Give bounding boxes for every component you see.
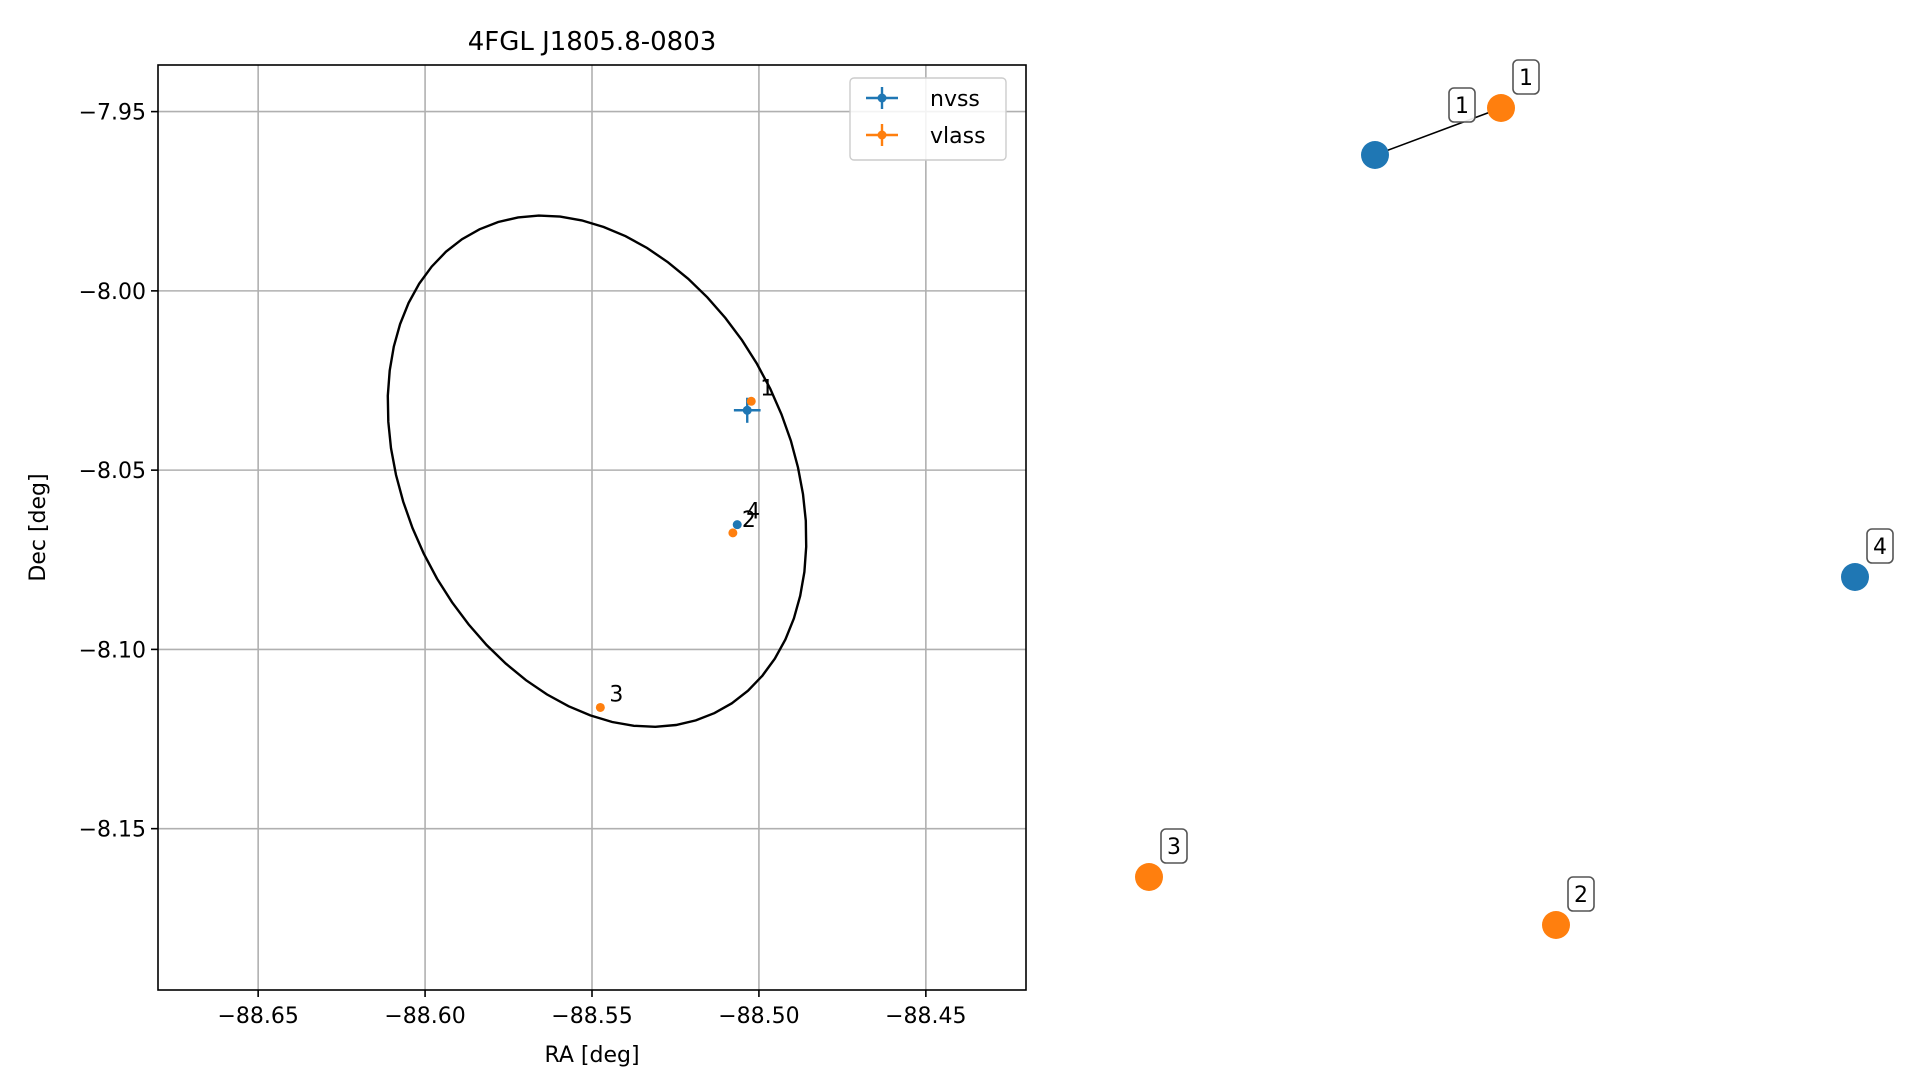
sky-plot-panel: 4 1 2 3 −88.65 −88.60 −88.55 −88.50 −88.45 −7.9… — [26, 27, 1027, 1068]
y-axis-label: Dec [deg] — [26, 473, 51, 581]
legend-entry-vlass: vlass — [930, 124, 986, 149]
localization-ellipse — [386, 214, 808, 729]
x-tick-label: −88.50 — [718, 1004, 799, 1029]
legend: nvss vlass — [849, 77, 1007, 161]
chart-title: 4FGL J1805.8-0803 — [468, 27, 717, 57]
x-tick-label: −88.55 — [551, 1004, 632, 1029]
source-markers — [595, 396, 761, 712]
nvss-point — [732, 520, 742, 530]
match-diagram-panel: 1 4 3 2 1 — [1135, 59, 1894, 939]
match-edge — [1374, 107, 1502, 156]
y-tick-label: −8.15 — [79, 818, 146, 843]
nvss-point — [742, 405, 752, 415]
x-tick-label: −88.60 — [384, 1004, 465, 1029]
match-node-nvss — [1841, 563, 1869, 591]
match-node-vlass — [1487, 94, 1515, 122]
x-tick-label: −88.65 — [217, 1004, 298, 1029]
x-axis-label: RA [deg] — [544, 1043, 639, 1068]
y-tick-label: −8.10 — [79, 638, 146, 663]
x-axis-ticks: −88.65 −88.60 −88.55 −88.50 −88.45 — [217, 990, 967, 1029]
match-nodes — [1135, 94, 1869, 939]
match-edges — [1374, 107, 1502, 156]
point-label-1: 1 — [760, 376, 774, 401]
vlass-point — [728, 528, 738, 538]
match-node-nvss — [1361, 141, 1389, 169]
point-label-2: 2 — [742, 508, 756, 533]
point-label-3: 3 — [609, 682, 623, 707]
grid-lines — [158, 65, 1026, 990]
y-tick-label: −8.00 — [79, 280, 146, 305]
match-node-label-3: 3 — [1167, 835, 1181, 860]
y-axis-ticks: −7.95 −8.00 −8.05 −8.10 −8.15 — [79, 101, 158, 843]
point-label-4: 4 — [746, 500, 760, 525]
legend-entry-nvss: nvss — [930, 87, 980, 112]
match-node-vlass — [1135, 863, 1163, 891]
y-tick-label: −7.95 — [79, 101, 146, 126]
match-edge-label: 1 — [1455, 94, 1469, 119]
match-node-label-2: 2 — [1574, 883, 1588, 908]
match-node-label-box — [1160, 828, 1188, 864]
match-node-vlass — [1542, 911, 1570, 939]
match-node-label-box — [1567, 876, 1595, 912]
match-node-labels: 1 4 3 2 1 — [1160, 59, 1894, 912]
match-node-label-box — [1512, 59, 1540, 95]
match-node-label-box — [1866, 528, 1894, 564]
x-tick-label: −88.45 — [885, 1004, 966, 1029]
source-labels: 4 1 2 3 — [609, 376, 774, 707]
match-edge-label-box — [1448, 87, 1476, 123]
legend-marker-dot — [877, 130, 887, 140]
match-node-label-4: 4 — [1873, 535, 1887, 560]
legend-marker-dot — [877, 93, 887, 103]
match-node-label-1: 1 — [1519, 66, 1533, 91]
vlass-point — [746, 396, 756, 406]
vlass-point — [595, 702, 605, 712]
y-tick-label: −8.05 — [79, 459, 146, 484]
